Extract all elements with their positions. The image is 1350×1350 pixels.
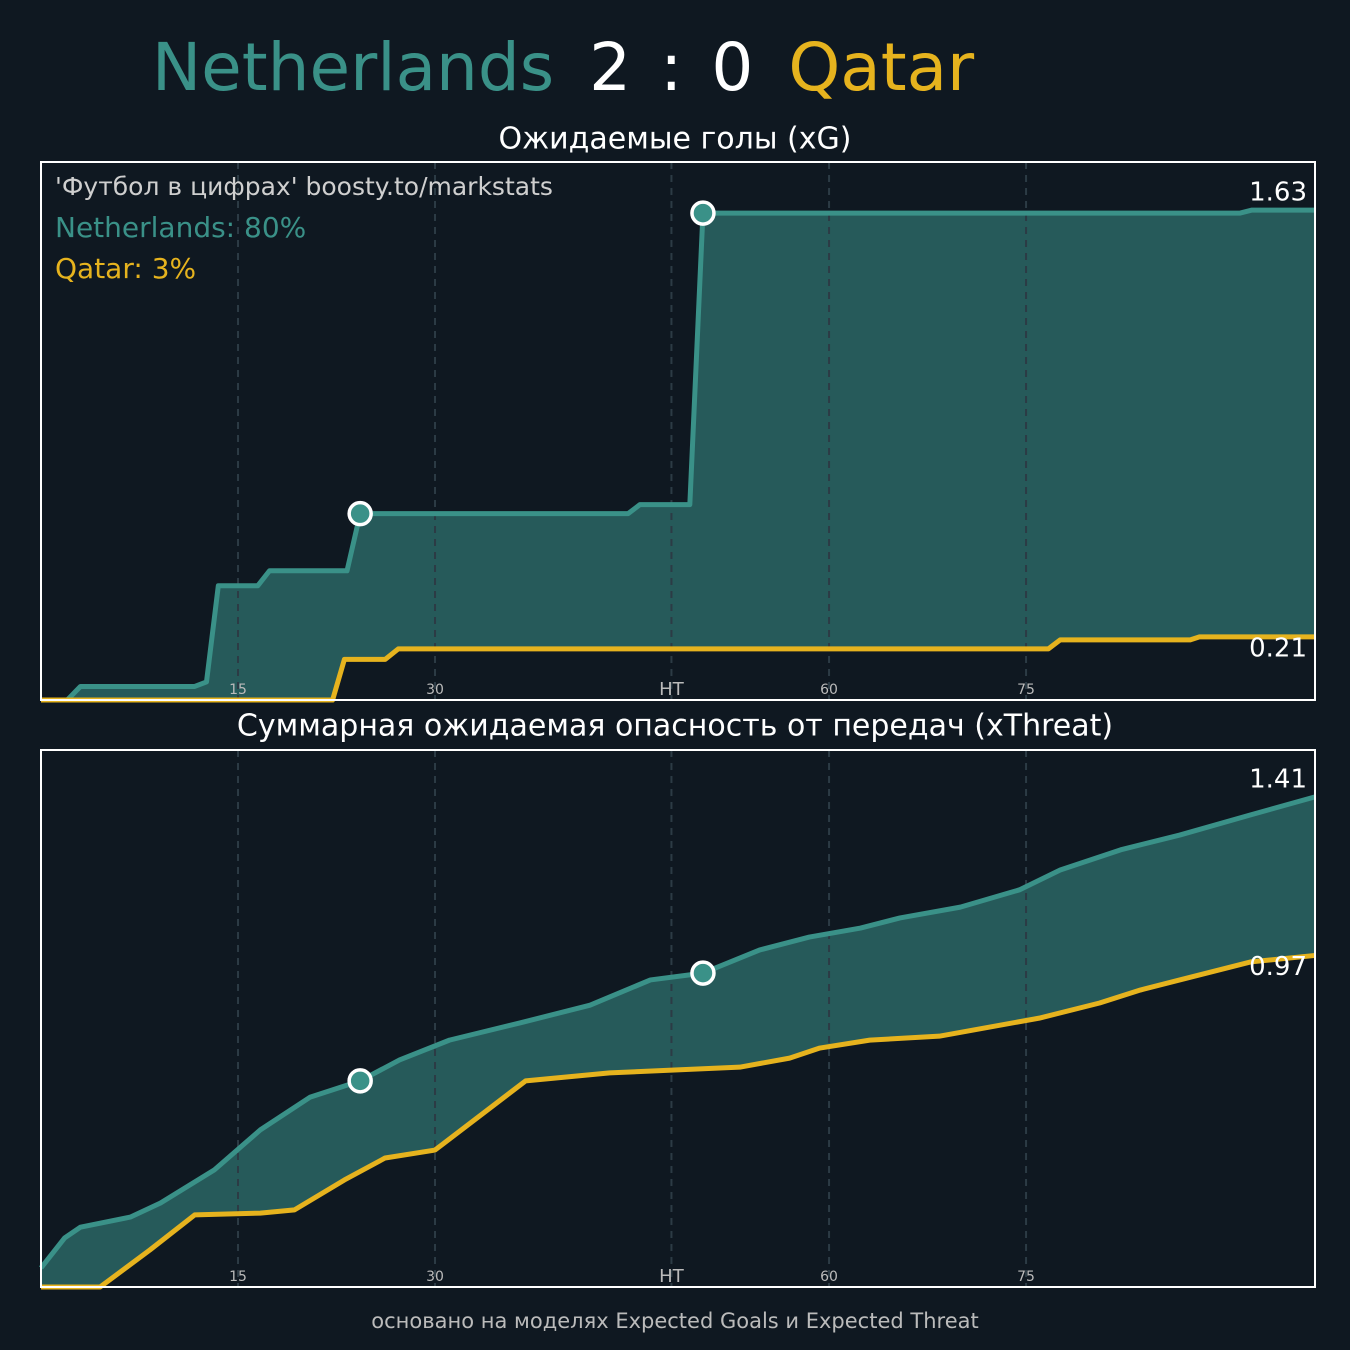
annotation: Qatar: 3% bbox=[55, 252, 196, 285]
plot-frame bbox=[40, 161, 1316, 701]
annotation: 'Футбол в цифрах' boosty.to/markstats bbox=[55, 172, 553, 201]
x-tick-label: 15 bbox=[229, 682, 247, 698]
end-value-label: 1.41 bbox=[1249, 764, 1307, 794]
x-tick-label: 30 bbox=[426, 1269, 444, 1285]
x-tick-label: HT bbox=[659, 679, 685, 700]
chart-title: Суммарная ожидаемая опасность от передач… bbox=[237, 709, 1113, 744]
chart-title: Ожидаемые голы (xG) bbox=[499, 122, 852, 157]
series-line bbox=[39, 794, 1316, 1270]
annotation: Netherlands: 80% bbox=[55, 211, 306, 244]
score-separator: : bbox=[660, 29, 682, 106]
footer: основано на моделях Expected Goals и Exp… bbox=[371, 1309, 978, 1333]
series-line bbox=[41, 207, 1315, 703]
end-value-label: 1.63 bbox=[1249, 178, 1307, 208]
end-value-label: 0.21 bbox=[1249, 633, 1307, 663]
series-line bbox=[41, 634, 1315, 703]
goal-marker bbox=[347, 1068, 373, 1094]
x-tick-label: 15 bbox=[229, 1269, 247, 1285]
x-tick-label: 75 bbox=[1017, 1269, 1035, 1285]
home-team: Netherlands bbox=[152, 29, 554, 106]
series-line bbox=[41, 952, 1316, 1290]
x-tick-label: 75 bbox=[1017, 682, 1035, 698]
away-score: 0 bbox=[711, 29, 753, 106]
goal-marker bbox=[347, 500, 373, 527]
plot-frame bbox=[40, 749, 1316, 1288]
x-tick-label: 30 bbox=[426, 682, 444, 698]
end-value-label: 0.97 bbox=[1249, 952, 1307, 982]
x-tick-label: 60 bbox=[820, 1269, 838, 1285]
area-between bbox=[41, 796, 1315, 1287]
away-team: Qatar bbox=[788, 29, 975, 106]
home-score: 2 bbox=[589, 29, 631, 106]
goal-marker bbox=[690, 960, 716, 986]
x-tick-label: HT bbox=[659, 1266, 685, 1287]
area-between bbox=[41, 210, 1315, 700]
goal-marker bbox=[690, 200, 716, 226]
match-title: Netherlands 2 : 0 Qatar bbox=[152, 29, 975, 106]
x-tick-label: 60 bbox=[820, 682, 838, 698]
